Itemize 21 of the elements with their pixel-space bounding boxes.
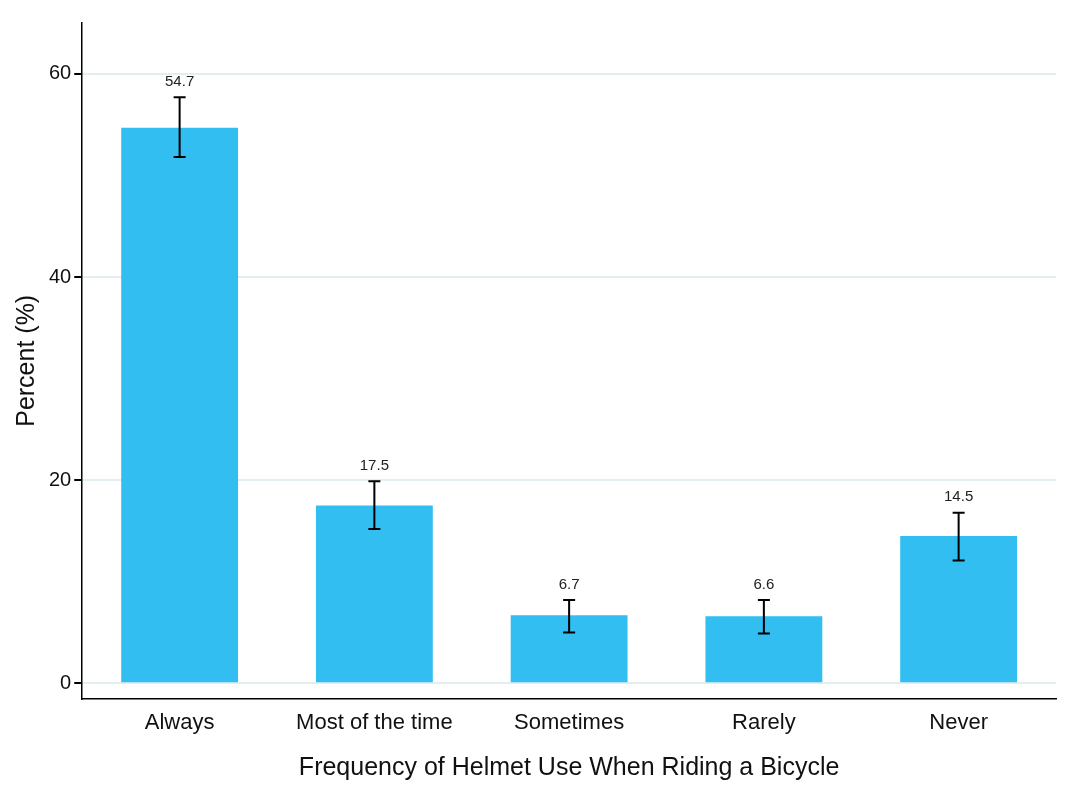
x-axis-title: Frequency of Helmet Use When Riding a Bicycle bbox=[298, 751, 840, 780]
x-tick-label: Sometimes bbox=[514, 708, 625, 734]
x-tick-label: Rarely bbox=[732, 708, 796, 734]
y-tick-label: 20 bbox=[49, 467, 72, 490]
data-label: 14.5 bbox=[944, 487, 974, 505]
y-tick-label: 60 bbox=[49, 61, 72, 84]
data-label: 17.5 bbox=[359, 455, 389, 473]
bar bbox=[705, 616, 823, 683]
y-axis-title: Percent (%) bbox=[10, 294, 39, 427]
y-tick-label: 0 bbox=[60, 670, 72, 693]
data-label: 54.7 bbox=[165, 71, 195, 89]
data-label: 6.6 bbox=[753, 574, 775, 592]
x-tick-label: Most of the time bbox=[296, 708, 453, 734]
bar bbox=[315, 505, 433, 683]
x-tick-label: Never bbox=[929, 708, 988, 734]
x-tick-label: Always bbox=[144, 708, 215, 734]
y-tick-label: 40 bbox=[49, 264, 72, 287]
bar bbox=[900, 536, 1018, 683]
data-label: 6.7 bbox=[558, 574, 580, 592]
bar bbox=[510, 615, 628, 683]
bar bbox=[121, 127, 239, 683]
